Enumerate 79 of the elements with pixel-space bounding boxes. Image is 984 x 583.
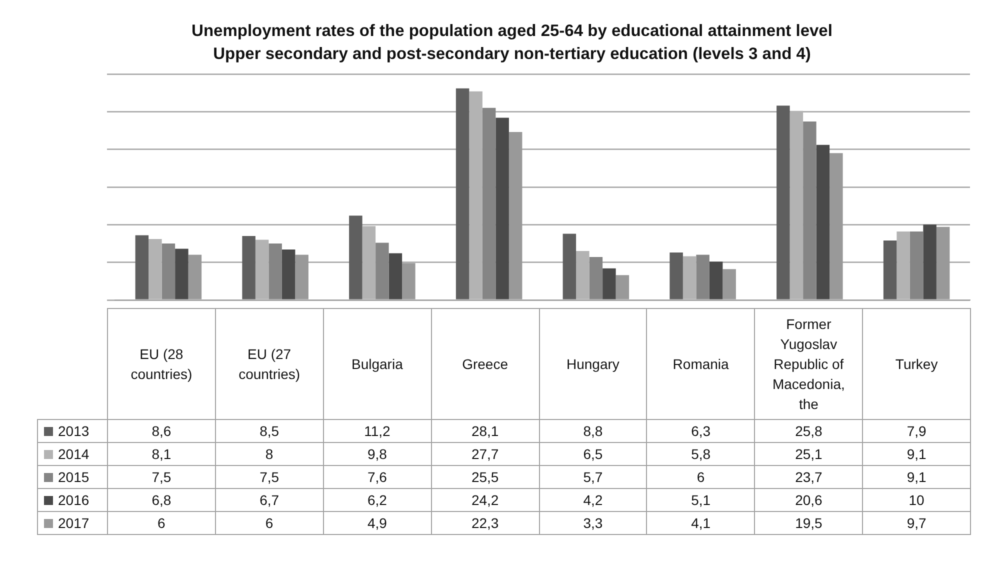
bar	[562, 234, 576, 300]
data-label: 8,6	[108, 420, 216, 442]
data-label: 9,7	[862, 512, 970, 534]
data-label: 20,6	[754, 488, 863, 512]
bar	[175, 248, 188, 300]
data-label: 22,3	[431, 512, 539, 534]
legend-label: 2015	[38, 466, 108, 488]
bar	[696, 254, 710, 300]
data-label: 25,1	[754, 442, 863, 466]
data-label: 8,1	[108, 442, 216, 466]
bar	[589, 257, 603, 300]
data-label: 6	[215, 512, 324, 534]
data-label: 19,5	[754, 512, 863, 534]
bar	[776, 106, 790, 300]
bar	[282, 250, 296, 300]
data-label: 6,2	[323, 488, 432, 512]
bar	[602, 268, 616, 300]
legend-label: 2016	[38, 488, 108, 512]
x-tick-label: EU (28 countries)	[108, 308, 216, 420]
bar	[388, 253, 402, 300]
data-label: 5,8	[646, 442, 755, 466]
data-label: 7,5	[108, 466, 216, 488]
data-label: 25,8	[754, 420, 863, 442]
bar	[670, 252, 683, 300]
bar	[242, 236, 256, 300]
x-tick-label: EU (27 countries)	[215, 308, 324, 420]
data-label: 10	[862, 488, 970, 512]
bar	[816, 144, 830, 300]
data-label: 6,8	[108, 488, 216, 512]
x-tick-label: Bulgaria	[323, 308, 432, 420]
bar	[482, 108, 496, 300]
data-label: 4,1	[646, 512, 755, 534]
x-tick-label: Romania	[646, 308, 755, 420]
x-tick-label: Greece	[431, 308, 539, 420]
data-label: 6,5	[539, 442, 647, 466]
bar	[376, 242, 389, 300]
data-label: 8	[215, 442, 324, 466]
data-label: 7,9	[862, 420, 970, 442]
bar	[268, 244, 282, 300]
bar	[162, 244, 176, 300]
x-tick-label: Former Yugoslav Republic of Macedonia, the	[754, 308, 863, 420]
data-label: 6,3	[646, 420, 755, 442]
bar	[709, 262, 723, 300]
data-label: 6	[646, 466, 755, 488]
data-label: 5,1	[646, 488, 755, 512]
data-label: 9,1	[862, 466, 970, 488]
data-label: 28,1	[431, 420, 539, 442]
data-label: 24,2	[431, 488, 539, 512]
data-label: 27,7	[431, 442, 539, 466]
data-label: 7,6	[323, 466, 432, 488]
bar	[135, 235, 149, 300]
data-label: 8,8	[539, 420, 647, 442]
data-label: 11,2	[323, 420, 432, 442]
x-tick-label: Hungary	[539, 308, 647, 420]
bar	[910, 231, 924, 300]
x-tick-label: Turkey	[862, 308, 970, 420]
data-label: 6	[108, 512, 216, 534]
bar	[883, 240, 897, 300]
bar	[496, 118, 509, 300]
data-label: 4,2	[539, 488, 647, 512]
legend-label: 2013	[38, 420, 108, 442]
bar	[803, 121, 816, 300]
chart-title: Unemployment rates of the population aged 25-64 by educational attainment level	[190, 21, 834, 42]
data-label: 3,3	[539, 512, 647, 534]
data-label: 9,1	[862, 442, 970, 466]
data-label: 9,8	[323, 442, 432, 466]
data-label: 25,5	[431, 466, 539, 488]
data-label: 6,7	[215, 488, 324, 512]
chart-subtitle: Upper secondary and post-secondary non-tertiary education (levels 3 and 4)	[212, 44, 812, 65]
data-label: 5,7	[539, 466, 647, 488]
bar	[923, 224, 936, 300]
data-label: 7,5	[215, 466, 324, 488]
data-label: 4,9	[323, 512, 432, 534]
legend-label: 2017	[38, 512, 108, 534]
data-label: 23,7	[754, 466, 863, 488]
bar	[456, 88, 470, 300]
bar	[349, 216, 362, 300]
legend-label: 2014	[38, 442, 108, 466]
data-label: 8,5	[215, 420, 324, 442]
